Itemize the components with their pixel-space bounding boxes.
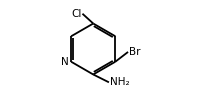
Text: Br: Br <box>129 47 140 57</box>
Text: Cl: Cl <box>71 9 81 19</box>
Text: N: N <box>62 57 69 67</box>
Text: NH₂: NH₂ <box>110 77 130 87</box>
